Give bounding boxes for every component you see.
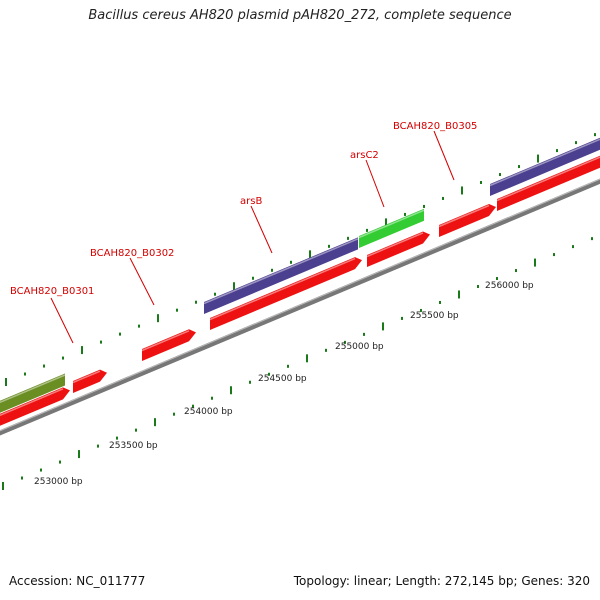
label-arsb[interactable]: arsB: [240, 196, 262, 207]
label-bcah820-b0302[interactable]: BCAH820_B0302: [90, 248, 174, 259]
pointer-arsb: [250, 205, 273, 254]
gene-red-1: [0, 387, 70, 426]
gene-blue-arsb: [204, 237, 358, 314]
gene-red-5: [367, 231, 430, 267]
sequence-backbone: [0, 178, 600, 436]
topology-summary: Topology: linear; Length: 272,145 bp; Ge…: [293, 574, 590, 588]
scale-label-255000: 255000 bp: [335, 342, 384, 352]
scale-label-255500: 255500 bp: [410, 311, 459, 321]
scale-label-254500: 254500 bp: [258, 374, 307, 384]
label-bcah820-b0305[interactable]: BCAH820_B0305: [393, 121, 477, 132]
gene-red-7: [497, 155, 600, 211]
gene-red-2: [73, 369, 107, 393]
gene-blue-b0305: [490, 137, 600, 196]
gene-red-3: [142, 329, 196, 361]
accession-text: Accession: NC_011777: [9, 574, 146, 588]
scale-label-254000: 254000 bp: [184, 407, 233, 417]
gene-olive: [0, 373, 65, 413]
map-title: Bacillus cereus AH820 plasmid pAH820_272…: [88, 8, 512, 23]
scale-label-253500: 253500 bp: [109, 441, 158, 451]
pointer-bcah820-b0302: [129, 257, 155, 306]
gene-green-arsc2: [359, 208, 424, 248]
pointer-bcah820-b0305: [433, 130, 455, 181]
label-arsc2[interactable]: arsC2: [350, 150, 379, 161]
tick-layer: [2, 133, 596, 490]
gene-red-6: [439, 204, 496, 237]
pointer-bcah820-b0301: [50, 297, 74, 344]
scale-label-253000: 253000 bp: [34, 477, 83, 487]
label-bcah820-b0301[interactable]: BCAH820_B0301: [10, 286, 94, 297]
pointer-arsc2: [365, 159, 385, 208]
scale-label-256000: 256000 bp: [485, 281, 534, 291]
gene-red-4: [210, 257, 362, 330]
